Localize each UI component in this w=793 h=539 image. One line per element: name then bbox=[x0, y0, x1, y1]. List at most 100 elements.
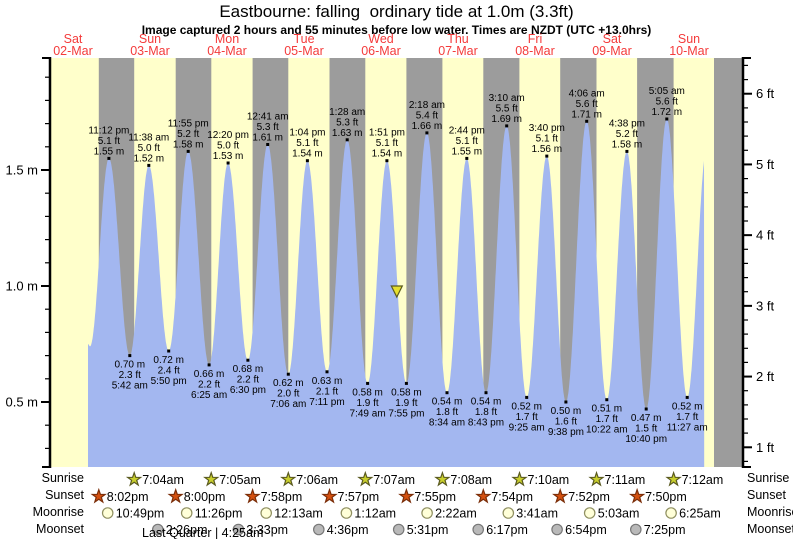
tide-extreme-dot bbox=[585, 119, 589, 123]
moonrise-icon bbox=[101, 507, 114, 519]
sunrise-time: 7:08am bbox=[450, 473, 492, 487]
tide-extreme-dot bbox=[207, 363, 211, 367]
low-tide-label: 6:30 pm bbox=[230, 385, 266, 396]
high-tide-label: 5.1 ft bbox=[98, 136, 120, 147]
tide-extreme-dot bbox=[226, 161, 230, 165]
high-tide-label: 12:20 pm bbox=[207, 130, 249, 141]
moonrise-icon bbox=[340, 507, 353, 519]
m-tick-label: 1.5 m bbox=[5, 163, 38, 178]
tide-extreme-dot bbox=[286, 372, 290, 376]
low-tide-label: 1.7 ft bbox=[516, 412, 538, 423]
low-tide-label: 0.62 m bbox=[273, 378, 304, 389]
moonrise-time: 3:41am bbox=[516, 507, 558, 521]
m-tick-label: 1.0 m bbox=[5, 279, 38, 294]
high-tide-label: 11:38 am bbox=[128, 132, 169, 143]
high-tide-label: 1.56 m bbox=[532, 144, 563, 155]
sunset-star-icon bbox=[552, 487, 569, 504]
high-tide-label: 1.58 m bbox=[612, 139, 643, 150]
sunset-time: 7:54pm bbox=[491, 490, 533, 504]
tide-extreme-dot bbox=[147, 163, 151, 167]
low-tide-label: 2.0 ft bbox=[277, 389, 299, 400]
moonrise-time: 11:26pm bbox=[195, 507, 243, 521]
low-tide-label: 2.4 ft bbox=[158, 366, 180, 377]
sunrise-star-icon bbox=[434, 470, 451, 487]
low-tide-label: 7:49 am bbox=[350, 408, 386, 419]
low-tide-label: 10:40 pm bbox=[625, 434, 667, 445]
day-label-date: 05-Mar bbox=[284, 44, 324, 58]
high-tide-label: 5.2 ft bbox=[616, 129, 638, 140]
low-tide-label: 1.7 ft bbox=[596, 414, 618, 425]
moonrise-time: 10:49pm bbox=[116, 507, 165, 521]
low-tide-label: 1.9 ft bbox=[395, 398, 417, 409]
tide-extreme-dot bbox=[425, 131, 429, 135]
moonrise-row-label-right: Moonrise bbox=[747, 505, 793, 519]
chart-title: Eastbourne: falling ordinary tide at 1.0… bbox=[219, 2, 574, 21]
high-tide-label: 1:04 pm bbox=[289, 128, 325, 139]
low-tide-label: 0.70 m bbox=[115, 360, 146, 371]
low-tide-label: 0.58 m bbox=[391, 387, 422, 398]
day-label-dow: Sun bbox=[139, 32, 161, 46]
high-tide-label: 4:38 pm bbox=[609, 118, 645, 129]
tide-extreme-dot bbox=[505, 124, 509, 128]
m-tick-label: 0.5 m bbox=[5, 395, 38, 410]
high-tide-label: 3:10 am bbox=[489, 93, 525, 104]
high-tide-label: 5.1 ft bbox=[376, 138, 398, 149]
moonrise-icon bbox=[502, 507, 515, 519]
high-tide-label: 5.0 ft bbox=[217, 141, 239, 152]
tide-extreme-dot bbox=[107, 156, 111, 160]
low-tide-label: 2.2 ft bbox=[237, 375, 259, 386]
sunrise-star-icon bbox=[511, 470, 528, 487]
high-tide-label: 5.3 ft bbox=[336, 117, 358, 128]
high-tide-label: 5.1 ft bbox=[296, 138, 318, 149]
high-tide-label: 1:28 am bbox=[329, 107, 365, 118]
day-label-dow: Fri bbox=[528, 32, 543, 46]
high-tide-label: 11:12 pm bbox=[88, 125, 129, 136]
moonrise-icon bbox=[583, 507, 596, 519]
high-tide-label: 11:55 pm bbox=[168, 118, 209, 129]
sunrise-time: 7:06am bbox=[296, 473, 338, 487]
moonset-icon bbox=[392, 523, 405, 536]
low-tide-label: 1.9 ft bbox=[356, 398, 378, 409]
low-tide-label: 0.63 m bbox=[312, 376, 343, 387]
low-tide-label: 0.50 m bbox=[551, 406, 582, 417]
sunrise-star-icon bbox=[280, 470, 297, 487]
ft-tick-label: 5 ft bbox=[756, 157, 774, 172]
moonrise-icon bbox=[260, 507, 272, 519]
tide-extreme-dot bbox=[246, 358, 250, 362]
low-tide-label: 9:25 am bbox=[509, 422, 545, 433]
high-tide-label: 5:05 am bbox=[649, 86, 685, 97]
tide-extreme-dot bbox=[167, 349, 171, 353]
tide-extreme-dot bbox=[325, 370, 329, 374]
moonrise-time: 5:03am bbox=[598, 507, 640, 521]
tide-extreme-dot bbox=[385, 159, 389, 163]
sunrise-time: 7:04am bbox=[142, 473, 184, 487]
high-tide-label: 1:51 pm bbox=[369, 128, 405, 139]
ft-tick-label: 1 ft bbox=[756, 440, 774, 455]
moonrise-time: 12:13am bbox=[274, 507, 323, 521]
low-tide-label: 0.66 m bbox=[194, 369, 225, 380]
moonset-time: 5:31pm bbox=[407, 523, 449, 537]
sunset-star-icon bbox=[244, 487, 261, 504]
sunrise-star-icon bbox=[665, 470, 682, 487]
sunset-star-icon bbox=[475, 487, 492, 504]
day-label-date: 03-Mar bbox=[130, 44, 170, 58]
low-tide-label: 9:38 pm bbox=[548, 427, 584, 438]
tide-extreme-dot bbox=[644, 407, 648, 411]
sunrise-star-icon bbox=[588, 470, 605, 487]
high-tide-label: 1.54 m bbox=[292, 149, 323, 160]
high-tide-label: 1.52 m bbox=[134, 153, 165, 164]
day-label-date: 04-Mar bbox=[207, 44, 247, 58]
moonrise-time: 1:12am bbox=[354, 507, 396, 521]
low-tide-label: 0.47 m bbox=[631, 413, 662, 424]
moonset-time: 3:33pm bbox=[246, 523, 288, 537]
moonrise-time: 6:25am bbox=[679, 507, 721, 521]
day-label-dow: Sun bbox=[678, 32, 700, 46]
tide-extreme-dot bbox=[685, 395, 689, 399]
sunset-time: 7:55pm bbox=[414, 490, 456, 504]
high-tide-label: 5.3 ft bbox=[257, 122, 279, 133]
high-tide-label: 4:06 am bbox=[569, 88, 605, 99]
tide-extreme-dot bbox=[186, 149, 190, 153]
tide-extreme-dot bbox=[525, 395, 529, 399]
moonset-time: 2:26pm bbox=[166, 523, 208, 537]
high-tide-label: 5.0 ft bbox=[138, 143, 160, 154]
